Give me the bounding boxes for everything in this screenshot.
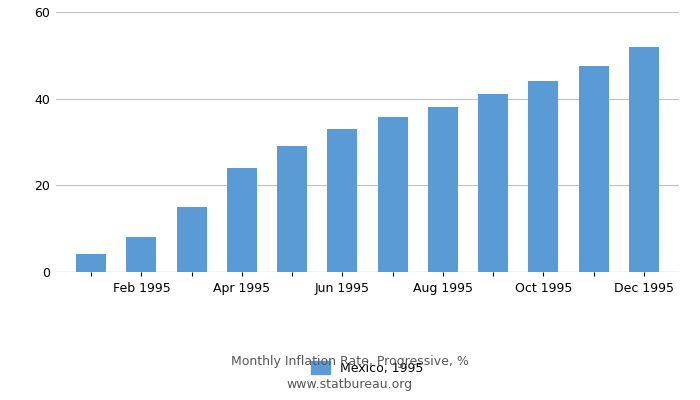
Bar	[76, 254, 106, 272]
Bar	[277, 146, 307, 272]
Text: Monthly Inflation Rate, Progressive, %: Monthly Inflation Rate, Progressive, %	[231, 356, 469, 368]
Bar	[578, 66, 609, 272]
Bar	[528, 81, 559, 272]
Bar	[227, 168, 257, 272]
Text: www.statbureau.org: www.statbureau.org	[287, 378, 413, 391]
Bar	[176, 207, 206, 272]
Bar	[428, 107, 458, 272]
Bar	[126, 237, 157, 272]
Legend: Mexico, 1995: Mexico, 1995	[312, 361, 424, 375]
Bar	[328, 129, 358, 272]
Bar	[377, 117, 407, 272]
Bar	[478, 94, 508, 272]
Bar	[629, 47, 659, 272]
